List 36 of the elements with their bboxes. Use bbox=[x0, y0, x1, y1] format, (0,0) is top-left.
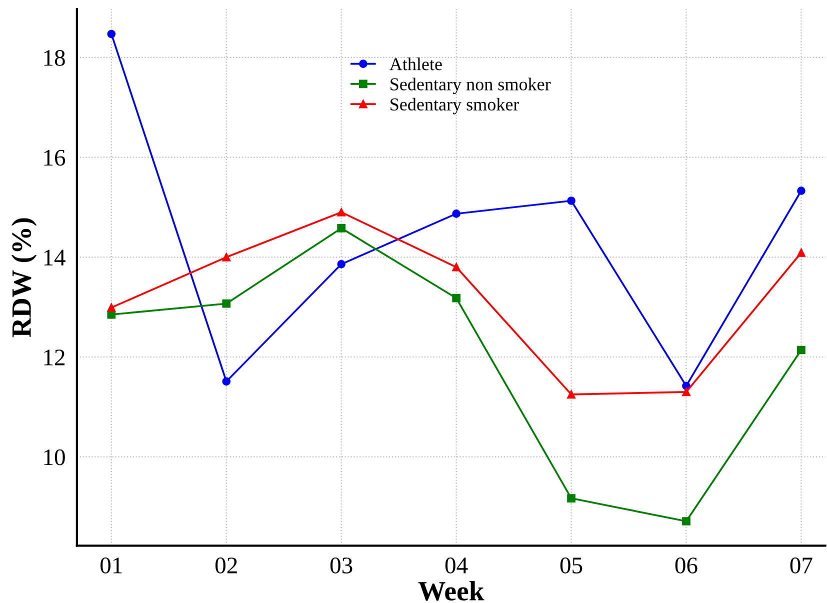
y-tick-label: 14 bbox=[44, 250, 66, 266]
x-tick-label: 05 bbox=[560, 558, 582, 574]
x-tick-label: 07 bbox=[790, 558, 812, 574]
y-tick-label: 10 bbox=[44, 449, 65, 466]
point bbox=[337, 260, 346, 268]
point bbox=[797, 346, 806, 354]
point bbox=[452, 210, 460, 218]
legend-label: Sedentary non smoker bbox=[390, 78, 551, 94]
point bbox=[337, 224, 346, 232]
point bbox=[452, 294, 460, 302]
x-axis-title: Week bbox=[418, 581, 484, 601]
point bbox=[567, 390, 576, 399]
point bbox=[797, 248, 806, 257]
point bbox=[107, 30, 116, 38]
y-axis-title: RDW (%) bbox=[11, 218, 37, 338]
x-tick-label: 01 bbox=[100, 558, 122, 574]
x-tick-label: 04 bbox=[445, 558, 468, 574]
x-tick-label: 03 bbox=[330, 558, 352, 574]
point bbox=[452, 262, 460, 272]
x-tick-label: 02 bbox=[215, 558, 237, 574]
point bbox=[222, 252, 231, 262]
x-tick-label: 06 bbox=[675, 558, 698, 574]
point bbox=[797, 186, 806, 195]
y-tick-label: 16 bbox=[44, 150, 66, 166]
point bbox=[682, 517, 690, 526]
point bbox=[337, 208, 346, 216]
point bbox=[682, 388, 690, 396]
point bbox=[567, 494, 576, 502]
point bbox=[222, 299, 231, 308]
legend-label: Sedentary smoker bbox=[390, 98, 520, 114]
y-tick-label: 18 bbox=[44, 50, 65, 66]
legend-label: Athlete bbox=[390, 58, 442, 70]
point bbox=[222, 377, 231, 386]
point bbox=[107, 303, 116, 312]
y-tick-label: 12 bbox=[44, 350, 64, 366]
point bbox=[567, 196, 576, 205]
